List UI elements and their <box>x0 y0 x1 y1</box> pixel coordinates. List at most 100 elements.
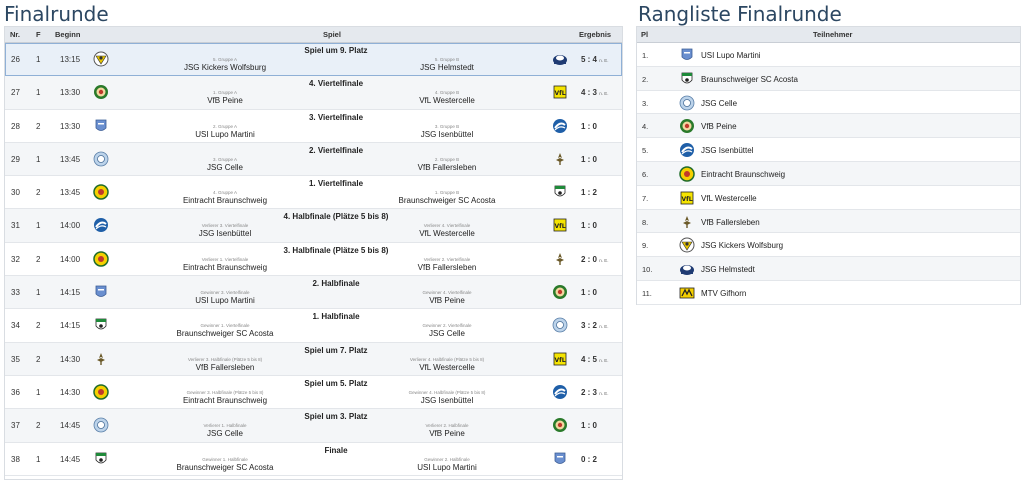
home-team[interactable]: Gewinner 1. Halbfinale Braunschweiger SC … <box>155 457 295 473</box>
away-team[interactable]: 3. Gruppe B JSG Isenbüttel <box>377 124 517 140</box>
game-time: 14:45 <box>60 421 81 431</box>
away-team[interactable]: Verlierer 2. Viertelfinale VfB Fallersleb… <box>377 257 517 273</box>
home-team[interactable]: 1. Gruppe A VfB Peine <box>155 90 295 106</box>
game-row[interactable]: 30 2 13:45 1. Viertelfinale 4. Gruppe A Eintr… <box>5 176 622 210</box>
game-row[interactable]: 33 1 14:15 2. Halbfinale Gewinner 3. Viertel… <box>5 276 622 310</box>
game-result: 1 : 2 <box>581 188 597 197</box>
away-team[interactable]: 4. Gruppe B VfL Westercelle <box>377 90 517 106</box>
away-team-name: JSG Helmstedt <box>420 63 474 72</box>
vfb-peine-crest-icon <box>552 417 568 433</box>
ranking-team-link[interactable]: Braunschweiger SC Acosta <box>701 74 798 84</box>
away-qualifier: Verlierer 2. Viertelfinale <box>423 256 471 262</box>
home-team[interactable]: 2. Gruppe A USI Lupo Martini <box>155 124 295 140</box>
game-row[interactable]: 28 2 13:30 3. Viertelfinale 2. Gruppe A USI L… <box>5 110 622 143</box>
svg-text:VfL: VfL <box>554 223 565 230</box>
game-round: 2. Viertelfinale <box>308 145 364 155</box>
away-team[interactable]: 2. Gruppe B VfB Fallersleben <box>377 157 517 173</box>
away-team-name: VfB Fallersleben <box>417 162 477 172</box>
away-team[interactable]: Gewinner 2. Halbfinale USI Lupo Martini <box>377 457 517 473</box>
ranking-row: 2. Braunschweiger SC Acosta <box>637 66 1020 91</box>
ranking-team-link[interactable]: MTV Gifhorn <box>701 288 747 298</box>
home-team[interactable]: 4. Gruppe A Eintracht Braunschweig <box>155 190 295 206</box>
ranking-row: 11. MTV Gifhorn <box>637 281 1020 305</box>
away-team[interactable]: Gewinner 4. Viertelfinale VfB Peine <box>377 290 517 306</box>
vfl-westercelle-crest-icon: VfL <box>552 84 568 100</box>
games-table-body: 26 1 13:15 Spiel um 9. Platz 5. Gruppe A JSG … <box>5 43 622 476</box>
lupo-martini-crest-icon <box>93 284 109 300</box>
away-team[interactable]: Verlierer 2. Halbfinale VfB Peine <box>377 423 517 439</box>
game-round: Finale <box>324 445 348 455</box>
ranking-team-link[interactable]: Eintracht Braunschweig <box>701 169 786 179</box>
header-beginn: Beginn <box>55 30 81 39</box>
game-row[interactable]: 34 2 14:15 1. Halbfinale Gewinner 1. Viertel… <box>5 309 622 343</box>
kickers-wolfsburg-crest-icon <box>679 237 695 253</box>
result-score: 3 : 2 <box>581 321 598 331</box>
fallersleben-crest-icon <box>552 151 568 167</box>
eintracht-braunschweig-crest-icon <box>679 166 695 182</box>
result-score: 1 : 0 <box>581 121 598 131</box>
home-team[interactable]: Verlierer 1. Halbfinale JSG Celle <box>155 423 295 439</box>
game-round: 4. Halbfinale (Plätze 5 bis 8) <box>283 212 389 222</box>
away-team[interactable]: Gewinner 2. Viertelfinale JSG Celle <box>377 323 517 339</box>
away-team[interactable]: Verlierer 4. Halbfinale (Plätze 5 bis 8)… <box>377 357 517 373</box>
ranking-row: 6. Eintracht Braunschweig <box>637 161 1020 186</box>
away-qualifier: 3. Gruppe B <box>434 123 460 129</box>
ranking-place: 3. <box>642 98 649 108</box>
game-result: 0 : 2 <box>581 455 597 464</box>
away-team[interactable]: Gewinner 4. Halbfinale (Plätze 5 bis 8) J… <box>377 390 517 406</box>
ranking-team-link[interactable]: JSG Isenbüttel <box>701 146 754 156</box>
home-team-name: USI Lupo Martini <box>195 296 255 306</box>
home-team[interactable]: Verlierer 3. Halbfinale (Plätze 5 bis 8)… <box>155 357 295 373</box>
game-nr: 32 <box>11 254 20 264</box>
game-row[interactable]: 36 1 14:30 Spiel um 5. Platz Gewinner 3. Hal… <box>5 376 622 410</box>
game-nr: 27 <box>11 88 20 98</box>
result-suffix: n. E. <box>599 91 609 97</box>
home-team[interactable]: 5. Gruppe A JSG Kickers Wolfsburg <box>155 57 295 73</box>
page-title-finalrunde: Finalrunde <box>4 2 109 26</box>
game-row[interactable]: 31 1 14:00 4. Halbfinale (Plätze 5 bis 8) Ve… <box>5 209 622 243</box>
game-row[interactable]: 37 2 14:45 Spiel um 3. Platz Verlierer 1. Ha… <box>5 409 622 443</box>
ranking-team-link[interactable]: JSG Kickers Wolfsburg <box>701 241 784 251</box>
ranking-team-link[interactable]: JSG Helmstedt <box>701 265 755 275</box>
game-row[interactable]: 38 1 14:45 Finale Gewinner 1. Halbfinale Brau… <box>5 443 622 476</box>
result-suffix: n. E. <box>599 58 609 63</box>
game-row[interactable]: 26 1 13:15 Spiel um 9. Platz 5. Gruppe A JSG … <box>5 43 622 77</box>
game-field: 1 <box>36 454 41 464</box>
game-row[interactable]: 32 2 14:00 3. Halbfinale (Plätze 5 bis 8) Ve… <box>5 243 622 277</box>
game-field: 1 <box>36 387 41 397</box>
home-qualifier: Verlierer 1. Viertelfinale <box>201 256 249 262</box>
game-row[interactable]: 35 2 14:30 Spiel um 7. Platz Verlierer 3. Ha… <box>5 342 622 376</box>
home-team[interactable]: Verlierer 1. Viertelfinale Eintracht Brau… <box>155 257 295 273</box>
away-team-name: VfB Peine <box>429 296 465 306</box>
game-field: 1 <box>36 55 41 64</box>
home-team[interactable]: Verlierer 3. Viertelfinale JSG Isenbüttel <box>155 223 295 239</box>
jsg-celle-crest-icon <box>552 317 568 333</box>
result-score: 1 : 0 <box>581 288 598 298</box>
ranking-team-link[interactable]: VfB Peine <box>701 122 737 132</box>
game-round: 2. Halbfinale <box>312 279 360 289</box>
home-team[interactable]: 3. Gruppe A JSG Celle <box>155 157 295 173</box>
ranking-place: 5. <box>642 146 649 156</box>
away-qualifier: 5. Gruppe B <box>434 57 460 62</box>
ranking-team-link[interactable]: JSG Celle <box>701 98 738 108</box>
game-row[interactable]: 29 1 13:45 2. Viertelfinale 3. Gruppe A JSG C… <box>5 142 622 177</box>
svg-text:VfL: VfL <box>681 196 692 203</box>
ranking-row: 9. JSG Kickers Wolfsburg <box>637 233 1020 258</box>
away-team[interactable]: Verlierer 4. Viertelfinale VfL Westercell… <box>377 223 517 239</box>
ranking-team-link[interactable]: USI Lupo Martini <box>701 51 761 60</box>
ranking-team-link[interactable]: VfL Westercelle <box>701 193 757 203</box>
ranking-place: 7. <box>642 193 649 203</box>
away-team-name: VfB Peine <box>429 429 465 439</box>
game-row[interactable]: 27 1 13:30 4. Viertelfinale 1. Gruppe A VfB P… <box>5 76 622 110</box>
home-team-name: Eintracht Braunschweig <box>182 262 268 272</box>
vfl-westercelle-crest-icon: VfL <box>552 217 568 233</box>
header-teilnehmer: Teilnehmer <box>813 30 853 39</box>
away-team[interactable]: 5. Gruppe B JSG Helmstedt <box>377 57 517 73</box>
home-team[interactable]: Gewinner 1. Viertelfinale Braunschweiger … <box>155 323 295 339</box>
away-team[interactable]: 1. Gruppe B Braunschweiger SC Acosta <box>377 190 517 206</box>
home-team[interactable]: Gewinner 3. Halbfinale (Plätze 5 bis 8) E… <box>155 390 295 406</box>
ranking-team-link[interactable]: VfB Fallersleben <box>701 217 760 227</box>
game-round: Spiel um 7. Platz <box>304 345 368 355</box>
fallersleben-crest-icon <box>679 214 695 230</box>
home-team[interactable]: Gewinner 3. Viertelfinale USI Lupo Martin… <box>155 290 295 306</box>
